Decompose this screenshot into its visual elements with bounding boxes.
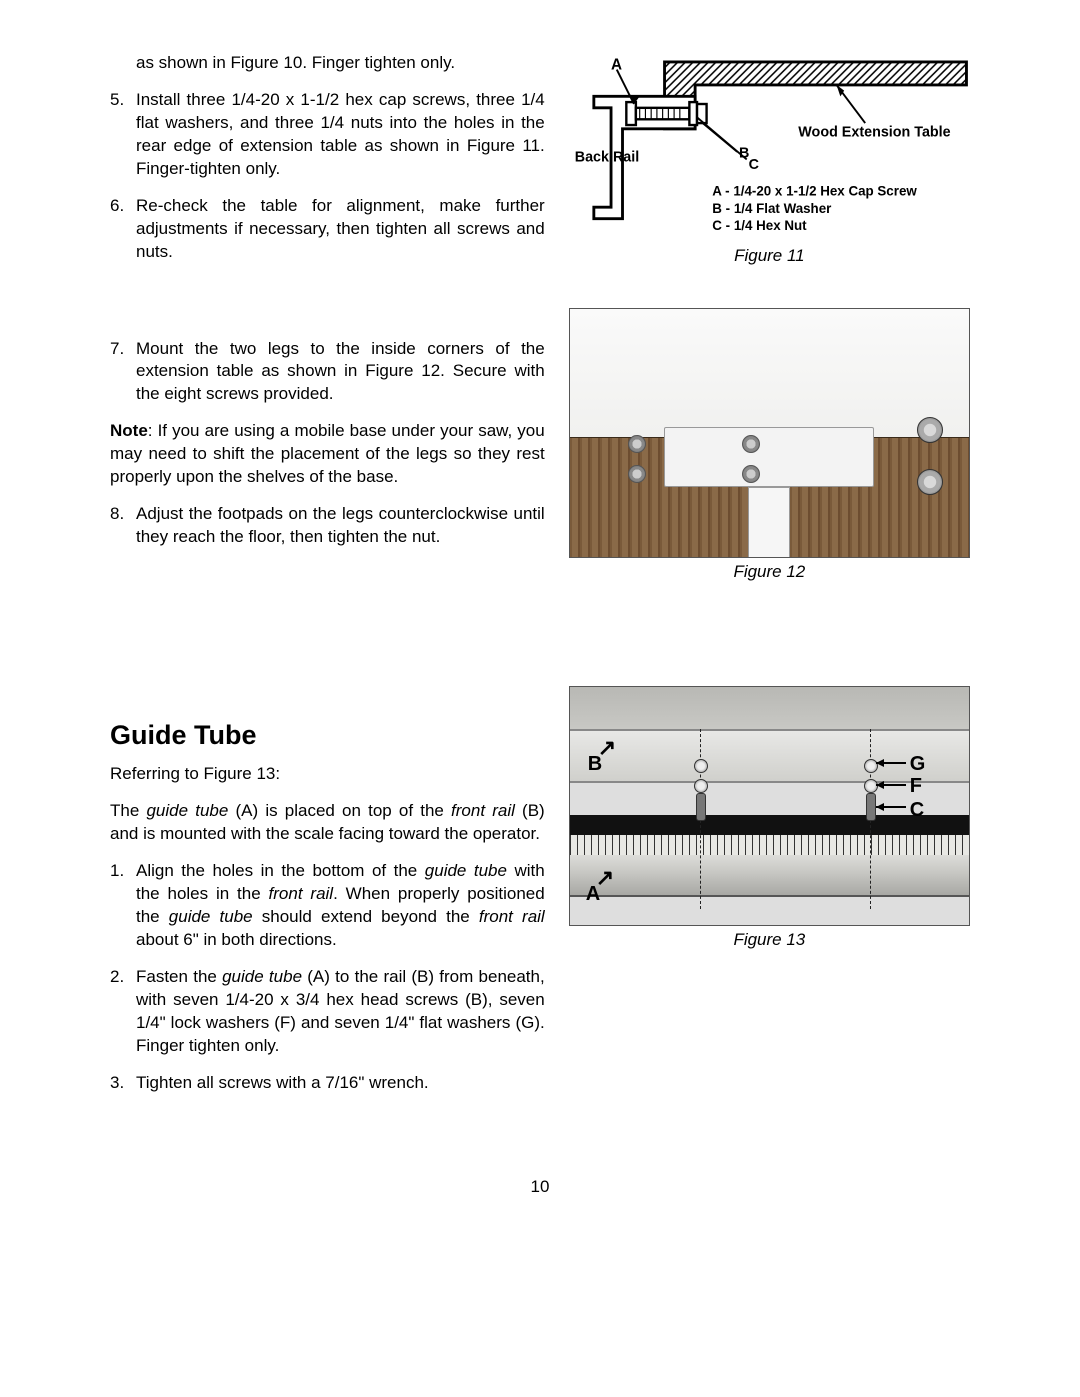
gt-step-2-number: 2. [110,966,136,1058]
step-4-cont-text: as shown in Figure 10. Finger tighten on… [136,52,545,75]
fig11-label-a: A [611,57,622,74]
fig11-back-rail: Back Rail [574,149,639,165]
figure-12-caption: Figure 12 [569,562,970,582]
gt-step-3: 3. Tighten all screws with a 7/16" wrenc… [110,1072,545,1095]
step-5: 5. Install three 1/4-20 x 1-1/2 hex cap … [110,89,545,181]
fig11-legend-a: A - 1/4-20 x 1-1/2 Hex Cap Screw [712,184,917,199]
gt-step-1-number: 1. [110,860,136,952]
fig11-legend-c: C - 1/4 Hex Nut [712,218,807,233]
left-column: as shown in Figure 10. Finger tighten on… [110,52,545,1109]
figure-11-caption: Figure 11 [569,246,970,266]
section-title-guide-tube: Guide Tube [110,717,545,753]
step-5-text: Install three 1/4-20 x 1-1/2 hex cap scr… [136,89,545,181]
gt-step-3-text: Tighten all screws with a 7/16" wrench. [136,1072,545,1095]
referring-fig13: Referring to Figure 13: [110,763,545,786]
step-8-text: Adjust the footpads on the legs counterc… [136,503,545,549]
note-label: Note [110,421,148,440]
step-5-number: 5. [110,89,136,181]
figure-12-photo [569,308,970,558]
page-number: 10 [0,1177,1080,1197]
gt-step-1: 1. Align the holes in the bottom of the … [110,860,545,952]
guide-tube-intro: The guide tube (A) is placed on top of t… [110,800,545,846]
step-8-number: 8. [110,503,136,549]
fig11-legend-b: B - 1/4 Flat Washer [712,201,831,216]
figure-13-photo: B A ↗ ↗ G F C [569,686,970,926]
step-6: 6. Re-check the table for alignment, mak… [110,195,545,264]
gt-step-2: 2. Fasten the guide tube (A) to the rail… [110,966,545,1058]
note-text: : If you are using a mobile base under y… [110,421,545,486]
note-mobile-base: Note: If you are using a mobile base und… [110,420,545,489]
figure-13-caption: Figure 13 [569,930,970,950]
step-7: 7. Mount the two legs to the inside corn… [110,338,545,407]
gt-step-3-number: 3. [110,1072,136,1095]
right-column: A B C Back Rail Wood Extension Table A -… [569,52,970,1109]
step-6-text: Re-check the table for alignment, make f… [136,195,545,264]
step-7-text: Mount the two legs to the inside corners… [136,338,545,407]
step-7-number: 7. [110,338,136,407]
fig11-ext-table: Wood Extension Table [798,124,950,140]
step-4-continuation: as shown in Figure 10. Finger tighten on… [110,52,545,75]
step-6-number: 6. [110,195,136,264]
figure-11-diagram: A B C Back Rail Wood Extension Table A -… [569,52,970,242]
fig11-label-c: C [748,157,758,173]
gt-step-1-text: Align the holes in the bottom of the gui… [136,860,545,952]
gt-step-2-text: Fasten the guide tube (A) to the rail (B… [136,966,545,1058]
step-8: 8. Adjust the footpads on the legs count… [110,503,545,549]
